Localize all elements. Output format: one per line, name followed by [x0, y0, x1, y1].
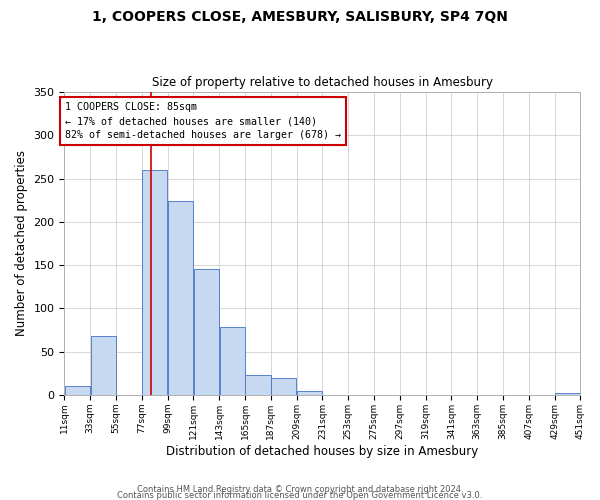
Bar: [91, 336, 116, 395]
Text: 1 COOPERS CLOSE: 85sqm
← 17% of detached houses are smaller (140)
82% of semi-de: 1 COOPERS CLOSE: 85sqm ← 17% of detached…: [65, 102, 341, 141]
Bar: [245, 375, 271, 395]
Y-axis label: Number of detached properties: Number of detached properties: [15, 150, 28, 336]
Text: Contains public sector information licensed under the Open Government Licence v3: Contains public sector information licen…: [118, 490, 482, 500]
Bar: [220, 328, 245, 395]
Text: 1, COOPERS CLOSE, AMESBURY, SALISBURY, SP4 7QN: 1, COOPERS CLOSE, AMESBURY, SALISBURY, S…: [92, 10, 508, 24]
Bar: [168, 201, 193, 395]
Text: Contains HM Land Registry data © Crown copyright and database right 2024.: Contains HM Land Registry data © Crown c…: [137, 484, 463, 494]
Bar: [297, 390, 322, 395]
X-axis label: Distribution of detached houses by size in Amesbury: Distribution of detached houses by size …: [166, 444, 479, 458]
Title: Size of property relative to detached houses in Amesbury: Size of property relative to detached ho…: [152, 76, 493, 90]
Bar: [194, 268, 219, 395]
Bar: [271, 378, 296, 395]
Bar: [555, 393, 580, 395]
Bar: [142, 170, 167, 395]
Bar: [65, 386, 90, 395]
